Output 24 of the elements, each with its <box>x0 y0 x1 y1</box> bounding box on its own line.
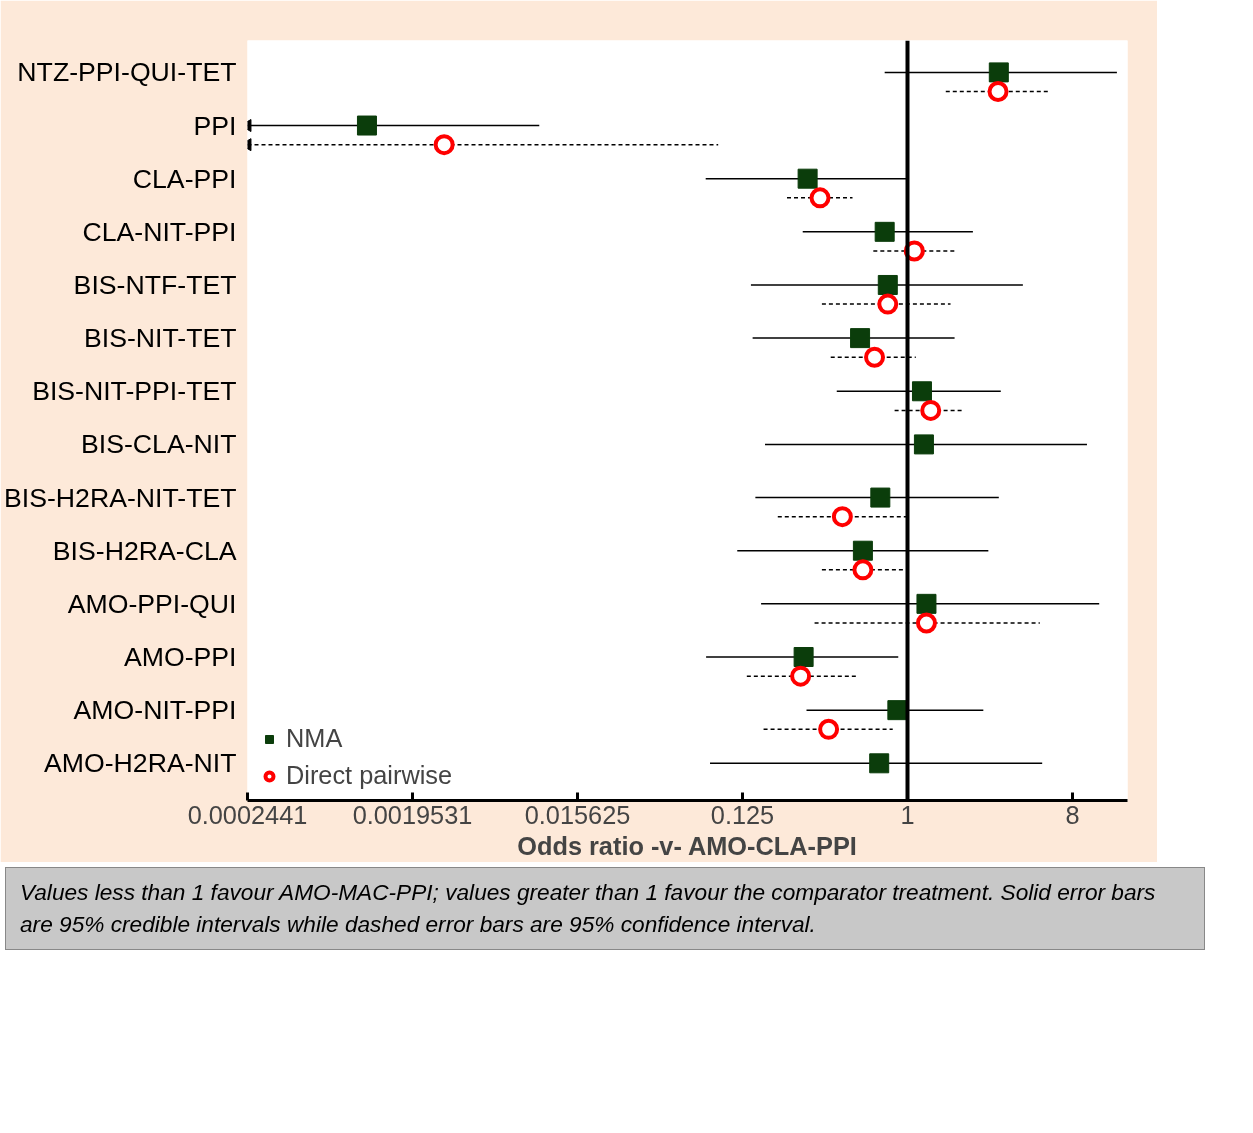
y-tick-label: BIS-NIT-TET <box>83 323 237 354</box>
x-tick-label: 8 <box>1065 800 1080 829</box>
x-tick-label: 0.015625 <box>524 800 631 829</box>
x-tick-label: 0.0019531 <box>352 800 473 829</box>
x-tick-label: 1 <box>900 800 915 829</box>
y-tick-label: BIS-NIT-PPI-TET <box>32 376 237 407</box>
y-tick-label: AMO-H2RA-NIT <box>43 748 237 779</box>
y-tick-label: AMO-NIT-PPI <box>73 695 237 726</box>
y-tick-label: BIS-H2RA-CLA <box>52 535 237 566</box>
y-tick-label: CLA-PPI <box>132 163 237 194</box>
y-tick-label: NTZ-PPI-QUI-TET <box>17 57 237 88</box>
x-tick-label: 0.125 <box>710 800 775 829</box>
y-tick-label: BIS-NTF-TET <box>73 269 237 300</box>
legend-label: NMA <box>286 724 343 753</box>
y-tick-label: BIS-H2RA-NIT-TET <box>3 482 237 513</box>
y-tick-label: CLA-NIT-PPI <box>82 216 237 247</box>
x-tick-label: 0.0002441 <box>187 800 308 829</box>
legend-label: Direct pairwise <box>286 761 453 790</box>
y-tick-label: BIS-CLA-NIT <box>80 429 237 460</box>
text: Values less than 1 favour AMO-MAC-PPI; values greater than 1 favour the comparator treatment. Solid error bars are 95% credible intervals while dashed error bars are 95% confidence interval. <box>20 878 1157 940</box>
y-tick-label: AMO-PPI <box>123 642 237 672</box>
y-tick-label: PPI <box>193 110 237 141</box>
y-tick-label: AMO-PPI-QUI <box>67 588 237 619</box>
x-axis-title: Odds ratio -v- AMO-CLA-PPI <box>517 831 857 860</box>
